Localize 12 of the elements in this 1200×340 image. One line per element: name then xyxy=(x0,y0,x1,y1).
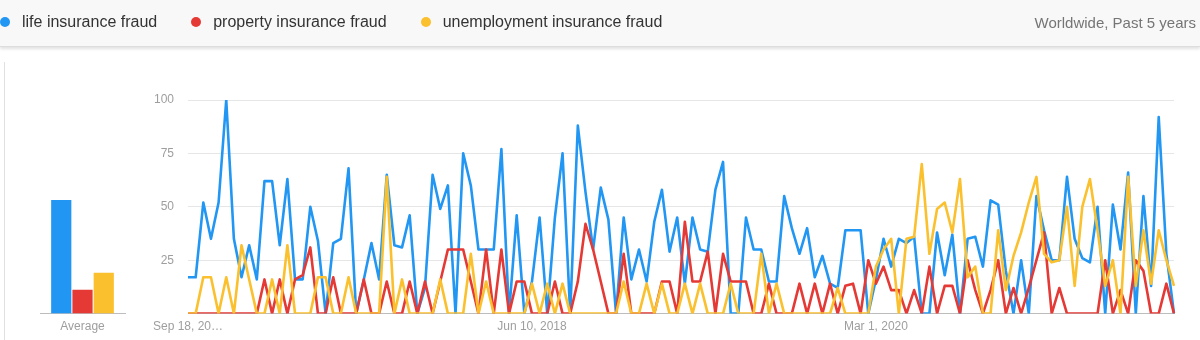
y-tick-label: 75 xyxy=(160,145,175,160)
legend-label: property insurance fraud xyxy=(213,13,387,31)
x-tick-label: Mar 1, 2020 xyxy=(843,319,909,334)
y-tick-label: 25 xyxy=(160,252,175,267)
y-tick-label: 100 xyxy=(153,92,175,107)
x-tick-label: Sep 18, 20… xyxy=(152,319,224,334)
x-tick-label: Jun 10, 2018 xyxy=(497,319,567,334)
y-tick-label: 50 xyxy=(160,199,175,214)
x-tick-label: Average xyxy=(60,319,106,334)
legend-label: life insurance fraud xyxy=(22,13,158,31)
text: Worldwide, Past 5 years xyxy=(1034,14,1196,31)
legend-label: unemployment insurance fraud xyxy=(442,13,663,31)
